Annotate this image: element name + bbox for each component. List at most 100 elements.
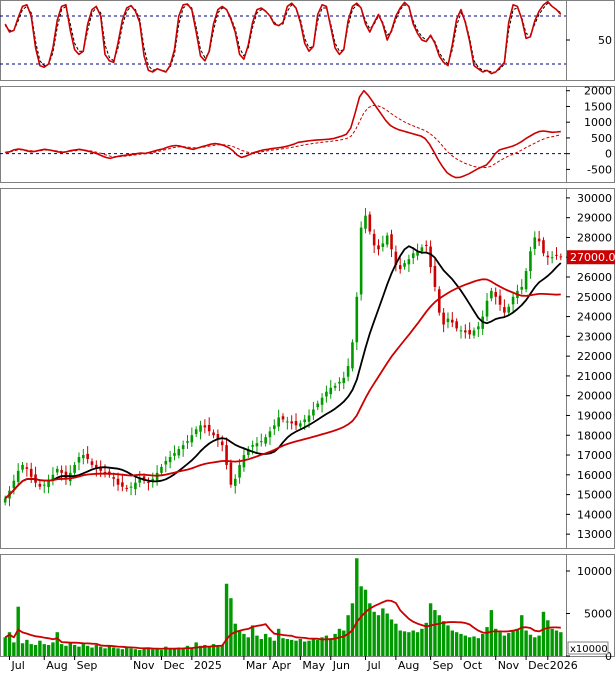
price-candle-body [273,425,276,429]
price-tick-label: 17000 [577,449,612,462]
x-tick-label: Nov [498,659,520,672]
price-candle-body [477,326,480,330]
price-candle-body [524,271,528,290]
price-candle-body [529,251,532,272]
volume-bar [363,589,368,656]
volume-bar [415,632,420,656]
price-candle-body [303,419,307,423]
price-candle-body [390,234,393,250]
volume-bar [237,630,242,656]
price-candle-body [203,425,207,428]
price-candle-body [112,477,115,479]
volume-bar [98,646,103,656]
volume-bar [59,644,64,656]
price-candle-body [372,233,376,246]
volume-bar [268,637,272,656]
price-candle-body [229,462,233,485]
volume-bar [289,639,294,656]
volume-bar [51,642,55,656]
x-tick-label: 2025 [194,659,222,672]
price-candle-body [264,437,267,444]
volume-bar [541,611,546,656]
price-candle-body [416,251,419,256]
volume-bar [389,619,394,656]
price-candle-body [446,318,450,323]
price-tick-label: 24000 [577,311,612,324]
volume-bar [524,630,528,656]
price-tick-label: 16000 [577,469,612,482]
volume-bar [250,625,255,656]
price-candle-body [455,321,458,329]
price-candle-body [212,432,215,436]
volume-bar [55,632,59,656]
volume-bar [372,611,376,656]
volume-bar [450,630,455,656]
price-candle-body [173,453,176,456]
price-candle-body [255,443,259,447]
price-candle-body [95,464,98,469]
volume-bar [107,645,112,656]
x-tick-label: Oct [463,659,483,672]
price-tick-label: 26000 [577,271,612,284]
volume-bar [142,648,146,656]
price-candle-body [498,295,502,305]
x-tick-label: 2026 [550,659,578,672]
price-tick-label: 19000 [577,409,612,422]
volume-bar [559,632,563,656]
volume-bar [272,640,277,656]
volume-bar [168,648,172,656]
price-candle-body [346,366,350,377]
price-candle-body [55,468,59,473]
price-candle-body [155,472,159,482]
volume-bar [64,645,68,656]
volume-bar [463,635,468,656]
price-candle-body [472,330,476,336]
volume-bar [467,637,472,656]
macd-tick-label: 1500 [584,100,612,113]
price-candle-body [394,251,398,266]
price-candle-body [494,292,498,297]
price-candle-body [411,253,415,259]
price-candle-body [385,235,389,245]
price-candle-body [42,484,46,486]
volume-bar [185,645,190,656]
volume-bar [329,638,333,656]
volume-bar [207,646,211,656]
macd-tick-label: 1000 [584,116,612,129]
volume-bar [498,632,502,656]
price-candle-body [403,263,406,267]
volume-bar [233,623,237,656]
volume-bar [411,630,415,656]
price-candle-body [429,246,432,268]
price-candle-body [485,300,489,317]
x-tick-label: Mar [246,659,267,672]
price-tick-label: 28000 [577,231,612,244]
volume-bar [537,635,541,656]
price-candle-body [190,435,194,443]
price-candle-body [16,470,20,482]
volume-bar [111,647,116,656]
price-frame [0,188,615,549]
volume-bar [242,633,246,656]
x-tick-label: Aug [46,659,67,672]
volume-bar [407,632,411,656]
price-candle-body [294,421,298,426]
last-price-label: 27000.00 [570,251,615,264]
volume-bar [520,615,524,656]
price-candle-body [181,445,185,450]
price-candle-body [82,455,85,459]
volume-bar [502,635,507,656]
volume-bar [359,586,363,656]
volume-bar [172,649,177,656]
price-candle-body [199,425,202,432]
volume-bar [485,627,489,656]
volume-bar [68,643,72,656]
price-candle-body [86,453,89,459]
volume-bar [511,630,515,656]
volume-bar [394,623,398,656]
volume-bar [116,648,120,656]
price-candle-body [225,445,228,465]
x-tick-label: Sep [77,659,98,672]
volume-bar [220,644,224,656]
